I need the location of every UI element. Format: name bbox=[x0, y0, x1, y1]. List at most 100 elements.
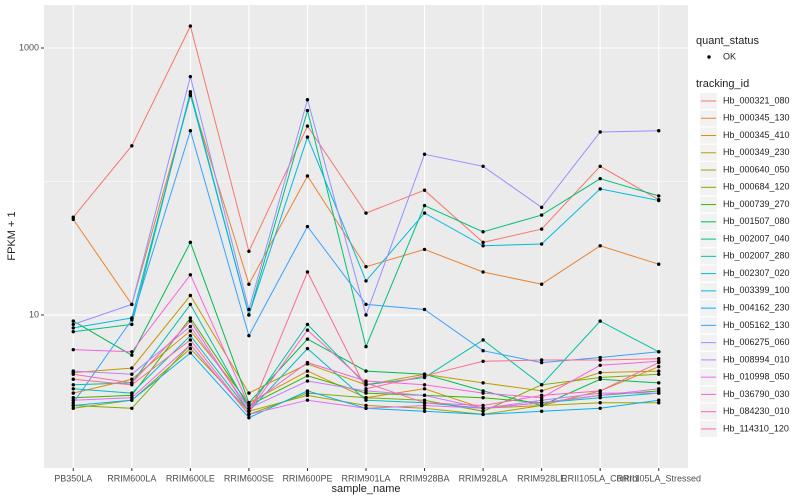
data-point bbox=[422, 387, 427, 391]
data-point bbox=[481, 244, 485, 248]
x-tick-label: RRIM600SE bbox=[224, 473, 274, 483]
data-point bbox=[481, 338, 485, 342]
data-point bbox=[188, 351, 193, 355]
data-point bbox=[657, 387, 661, 391]
x-tick-label: RRII105LA_Stressed bbox=[616, 473, 701, 483]
data-point bbox=[247, 313, 251, 317]
data-point bbox=[71, 396, 75, 400]
data-point bbox=[364, 369, 368, 373]
data-point bbox=[130, 144, 134, 148]
data-point bbox=[305, 270, 310, 274]
data-point bbox=[188, 273, 193, 277]
data-point bbox=[188, 90, 193, 94]
data-point bbox=[481, 349, 485, 353]
data-point bbox=[422, 203, 427, 208]
legend-label: Hb_004162_230 bbox=[723, 302, 790, 312]
data-point bbox=[481, 412, 485, 417]
data-point bbox=[71, 217, 75, 222]
data-point bbox=[364, 344, 368, 349]
x-axis-title: sample_name bbox=[331, 483, 400, 495]
data-point bbox=[71, 329, 75, 334]
data-point bbox=[539, 403, 544, 408]
data-point bbox=[305, 224, 310, 229]
data-point bbox=[598, 396, 602, 400]
legend-label: Hb_084230_010 bbox=[723, 406, 790, 416]
data-point bbox=[130, 350, 134, 354]
data-point bbox=[130, 353, 134, 357]
x-tick-label: PB350LA bbox=[54, 473, 92, 483]
legend-title: tracking_id bbox=[696, 78, 749, 90]
data-point bbox=[657, 360, 661, 365]
data-point bbox=[539, 227, 544, 231]
legend-label: Hb_036790_030 bbox=[723, 389, 790, 399]
data-point bbox=[364, 396, 368, 400]
data-point bbox=[188, 129, 193, 133]
legend-label: Hb_000684_120 bbox=[723, 182, 790, 192]
data-point bbox=[71, 369, 75, 373]
data-point bbox=[130, 391, 134, 395]
legend-label: Hb_005162_130 bbox=[723, 320, 790, 330]
data-point bbox=[305, 124, 310, 128]
data-point bbox=[422, 374, 427, 378]
data-point bbox=[539, 213, 544, 217]
data-point bbox=[422, 393, 427, 398]
data-point bbox=[364, 302, 368, 307]
data-point bbox=[539, 360, 544, 365]
data-point bbox=[422, 247, 427, 252]
data-point bbox=[188, 74, 193, 79]
data-point bbox=[598, 244, 602, 248]
y-tick-label: 10 bbox=[29, 309, 39, 319]
data-point bbox=[130, 366, 134, 370]
data-point bbox=[422, 307, 427, 312]
data-point bbox=[247, 409, 251, 413]
legend-label: Hb_008994_010 bbox=[723, 354, 790, 364]
data-point bbox=[247, 416, 251, 420]
data-point bbox=[305, 389, 310, 393]
data-point bbox=[130, 377, 134, 381]
x-tick-label: RRII105LA_Control bbox=[561, 473, 639, 483]
legend-label: Hb_000349_230 bbox=[723, 147, 790, 157]
data-point bbox=[598, 130, 602, 134]
data-point bbox=[130, 322, 134, 327]
data-point bbox=[71, 347, 75, 352]
data-point bbox=[539, 358, 544, 362]
data-point bbox=[130, 302, 134, 307]
data-point bbox=[657, 364, 661, 369]
data-point bbox=[598, 176, 602, 181]
data-point bbox=[598, 187, 602, 191]
data-point bbox=[481, 396, 485, 400]
data-point bbox=[657, 369, 661, 373]
data-point bbox=[422, 406, 427, 410]
data-point bbox=[188, 24, 193, 28]
data-point bbox=[130, 406, 134, 410]
legend-label: Hb_000640_050 bbox=[723, 164, 790, 174]
data-point bbox=[598, 406, 602, 410]
data-point bbox=[539, 396, 544, 400]
legend-label: OK bbox=[723, 51, 736, 61]
data-point bbox=[188, 329, 193, 333]
legend-label: Hb_000345_410 bbox=[723, 130, 790, 140]
data-point bbox=[71, 401, 75, 405]
x-tick-label: RRIM600LA bbox=[107, 473, 156, 483]
data-point bbox=[305, 379, 310, 383]
data-point bbox=[539, 401, 544, 405]
data-point bbox=[481, 164, 485, 168]
data-point bbox=[657, 381, 661, 385]
data-point bbox=[422, 409, 427, 413]
data-point bbox=[481, 240, 485, 245]
data-point bbox=[598, 393, 602, 398]
data-point bbox=[305, 174, 310, 178]
data-point bbox=[539, 389, 544, 393]
x-tick-label: RRIM600PE bbox=[282, 473, 332, 483]
data-point bbox=[305, 108, 310, 113]
data-point bbox=[305, 360, 310, 365]
x-tick-label: RRIM600LE bbox=[166, 473, 215, 483]
data-point bbox=[71, 387, 75, 391]
data-point bbox=[422, 188, 427, 192]
data-point bbox=[188, 324, 193, 329]
data-point bbox=[247, 307, 251, 312]
data-point bbox=[247, 401, 251, 405]
legend-label: Hb_003399_100 bbox=[723, 285, 790, 295]
data-point bbox=[481, 270, 485, 274]
